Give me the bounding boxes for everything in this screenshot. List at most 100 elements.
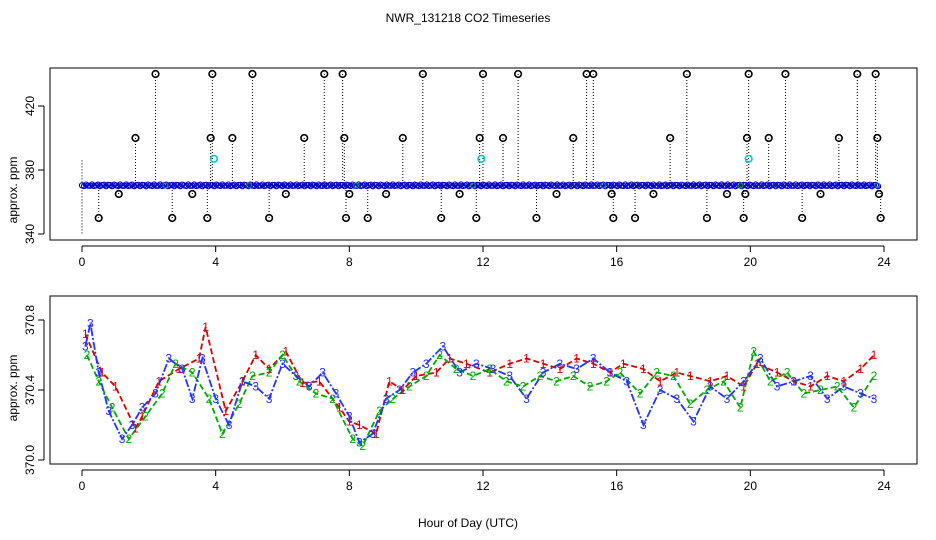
series-2-marker: 2 bbox=[817, 383, 824, 397]
baseline-point bbox=[856, 182, 864, 189]
series-3-marker: 3 bbox=[306, 380, 313, 394]
series-1-marker: 1 bbox=[373, 427, 380, 441]
series-2-marker: 2 bbox=[653, 366, 660, 380]
series-1-marker: 1 bbox=[316, 374, 323, 388]
series-1-marker: 1 bbox=[82, 327, 89, 341]
baseline-point bbox=[720, 182, 727, 189]
series-3-marker: 3 bbox=[590, 352, 597, 366]
series-3-marker: 3 bbox=[383, 392, 390, 406]
baseline-point bbox=[604, 181, 611, 189]
series-1-marker: 1 bbox=[523, 352, 530, 366]
series-1-marker: 1 bbox=[607, 366, 614, 380]
series-1-marker: 1 bbox=[356, 418, 363, 432]
bottom-x-tick-label: 20 bbox=[744, 479, 758, 493]
outlier-point bbox=[345, 189, 354, 199]
series-2-marker: 2 bbox=[834, 380, 841, 394]
outlier-point bbox=[741, 189, 750, 199]
series-3-marker: 3 bbox=[369, 427, 376, 441]
series-3-marker: 3 bbox=[774, 380, 781, 394]
series-3-marker: 3 bbox=[824, 392, 831, 406]
series-1-marker: 1 bbox=[774, 366, 781, 380]
series-2-line bbox=[86, 349, 875, 448]
series-3-marker: 3 bbox=[607, 366, 614, 380]
series-3-marker: 3 bbox=[490, 362, 497, 376]
series-3-marker: 3 bbox=[724, 392, 731, 406]
series-3-marker: 3 bbox=[673, 392, 680, 406]
baseline-point bbox=[84, 182, 92, 189]
top-panel: 0 4 8 12 16 20 24 340 380 420 approx. ppm bbox=[6, 67, 918, 269]
baseline-point bbox=[870, 181, 878, 189]
bottom-y-tick-label: 370.4 bbox=[23, 375, 37, 405]
bottom-x-tick-label: 16 bbox=[610, 479, 624, 493]
outlier-point bbox=[206, 133, 215, 143]
series-1-marker: 1 bbox=[399, 383, 406, 397]
series-2-marker: 2 bbox=[296, 374, 303, 388]
series-3-marker: 3 bbox=[82, 339, 89, 353]
series-3-marker: 3 bbox=[139, 401, 146, 415]
outlier-point bbox=[338, 69, 347, 79]
outlier-point bbox=[532, 213, 541, 223]
series-3-marker: 3 bbox=[690, 415, 697, 429]
baseline-point bbox=[600, 182, 607, 189]
series-2-marker: 2 bbox=[670, 369, 677, 383]
series-3-marker: 3 bbox=[119, 432, 126, 446]
series-2-marker: 2 bbox=[587, 380, 594, 394]
series-3-marker: 3 bbox=[573, 362, 580, 376]
outlier-point bbox=[552, 189, 561, 199]
series-2-marker: 2 bbox=[704, 383, 711, 397]
baseline-point bbox=[556, 182, 563, 189]
series-3-marker: 3 bbox=[87, 317, 94, 331]
series-3-marker: 3 bbox=[129, 418, 136, 432]
baseline-point bbox=[118, 182, 126, 189]
outlier-point bbox=[228, 133, 237, 143]
series-3-marker: 3 bbox=[346, 409, 353, 423]
baseline-point bbox=[371, 181, 378, 189]
bottom-y-tick-label: 370.8 bbox=[23, 305, 37, 335]
cyan-point bbox=[744, 154, 753, 163]
series-3-marker: 3 bbox=[473, 357, 480, 371]
series-2-marker: 2 bbox=[313, 387, 320, 401]
series-1-marker: 1 bbox=[463, 357, 470, 371]
series-2-marker: 2 bbox=[142, 409, 149, 423]
outlier-point bbox=[876, 213, 885, 223]
series-2-marker: 2 bbox=[206, 392, 213, 406]
series-2-marker: 2 bbox=[871, 369, 878, 383]
series-1-marker: 1 bbox=[790, 374, 797, 388]
outlier-point bbox=[94, 213, 103, 223]
outlier-point bbox=[455, 189, 464, 199]
outlier-point bbox=[513, 69, 523, 79]
series-1-marker: 1 bbox=[282, 345, 289, 359]
outlier-point bbox=[781, 69, 790, 79]
outlier-point bbox=[874, 189, 884, 199]
series-3-marker: 3 bbox=[657, 383, 664, 397]
series-2-marker: 2 bbox=[376, 404, 383, 418]
series-1-marker: 1 bbox=[239, 374, 246, 388]
baseline-point bbox=[706, 181, 713, 189]
outlier-point bbox=[816, 189, 825, 199]
baseline-point bbox=[487, 182, 495, 189]
baseline-point bbox=[836, 181, 844, 189]
series-3-marker: 3 bbox=[409, 366, 416, 380]
series-1-marker: 1 bbox=[486, 366, 493, 380]
outlier-point bbox=[871, 69, 880, 79]
series-3-marker: 3 bbox=[189, 392, 196, 406]
outlier-point bbox=[764, 133, 773, 143]
series-2-marker: 2 bbox=[329, 392, 336, 406]
outlier-point bbox=[300, 133, 309, 143]
series-3-marker: 3 bbox=[423, 357, 430, 371]
top-x-tick-label: 8 bbox=[346, 255, 353, 269]
outlier-point bbox=[607, 189, 616, 199]
outlier-point bbox=[281, 189, 290, 199]
series-3-marker: 3 bbox=[790, 374, 797, 388]
series-2-marker: 2 bbox=[436, 348, 443, 362]
baseline-point bbox=[405, 181, 412, 189]
series-1-marker: 1 bbox=[222, 404, 229, 418]
baseline-point bbox=[737, 182, 744, 189]
cyan-point bbox=[477, 154, 486, 163]
series-2-marker: 2 bbox=[784, 366, 791, 380]
outlier-point bbox=[151, 69, 160, 79]
outlier-point bbox=[320, 69, 329, 79]
series-2-marker: 2 bbox=[520, 380, 527, 394]
series-1-marker: 1 bbox=[740, 380, 747, 394]
